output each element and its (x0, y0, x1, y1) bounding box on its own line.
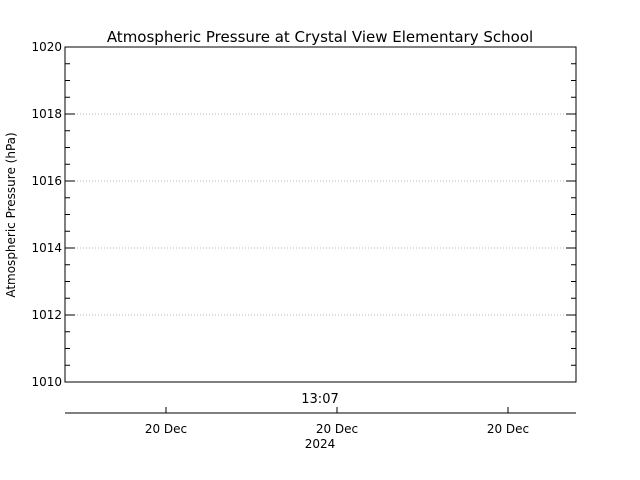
x-tick-label: 20 Dec (316, 422, 358, 436)
year-label: 2024 (305, 437, 336, 451)
time-label: 13:07 (301, 392, 338, 407)
y-gridlines (65, 113, 576, 316)
y-tick-label: 1018 (31, 107, 62, 121)
y-axis-label: Atmospheric Pressure (hPa) (4, 132, 18, 297)
y-tick-label: 1012 (31, 308, 62, 322)
y-tick-label: 1010 (31, 375, 62, 389)
y-tick-label: 1020 (31, 40, 62, 54)
y-axis-ticks: 1010 1012 1014 1016 1018 1020 (31, 40, 576, 389)
x-axis-ticks: 20 Dec 20 Dec 20 Dec (145, 407, 529, 436)
plot-area-frame (64, 46, 577, 383)
y-tick-label: 1016 (31, 174, 62, 188)
x-tick-label: 20 Dec (487, 422, 529, 436)
x-tick-label: 20 Dec (145, 422, 187, 436)
chart-title: Atmospheric Pressure at Crystal View Ele… (107, 28, 533, 46)
y-tick-label: 1014 (31, 241, 62, 255)
